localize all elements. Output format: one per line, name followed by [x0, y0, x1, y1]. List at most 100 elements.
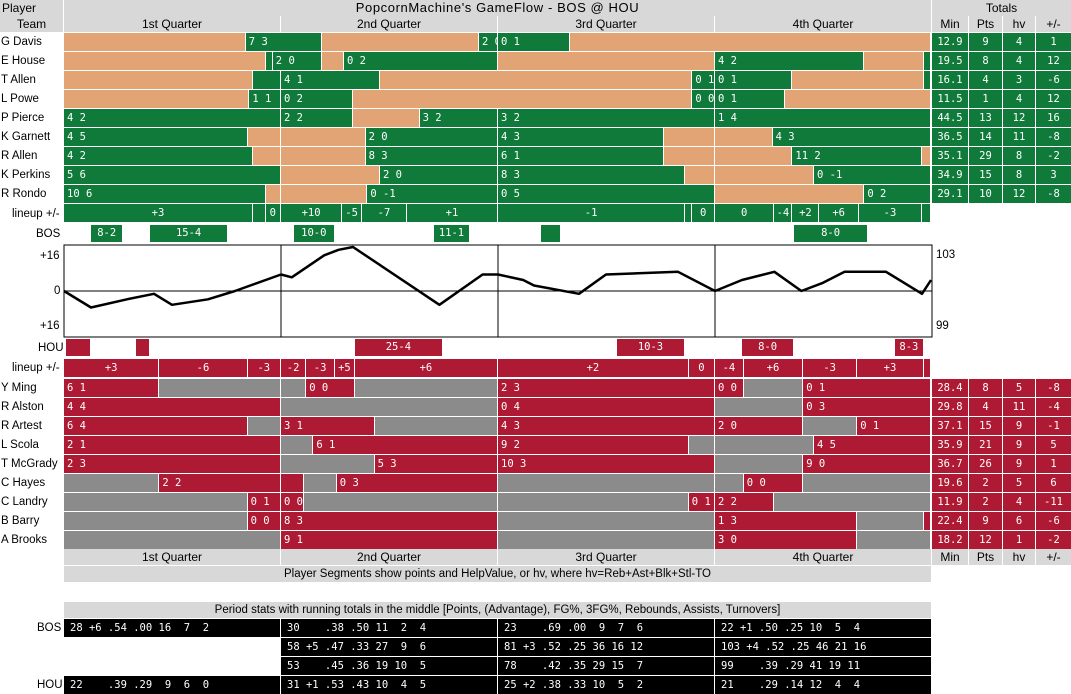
hou-player-segment: 0 1	[247, 493, 280, 511]
bos-lineup-segment: +10	[281, 204, 342, 222]
hou-run-box: 8-0	[742, 339, 794, 356]
hou-player-segment: 2 3	[498, 379, 714, 397]
stat-col-pts: Pts	[969, 16, 1002, 32]
hou-player-min: 37.1	[932, 417, 968, 435]
bos-player-segment: 0 -1	[367, 185, 497, 203]
flow-score-bottom: 99	[936, 320, 949, 332]
bos-player-segment: 2 0	[365, 128, 497, 146]
stat-col-hv: hv	[1003, 16, 1035, 32]
hou-player-segment	[743, 379, 803, 397]
flow-ylabel-zero: 0	[54, 285, 61, 297]
hou-player-segment: 4 5	[814, 436, 930, 454]
hou-player-segment: 4 3	[498, 417, 714, 435]
hou-player-segment	[247, 417, 280, 435]
bos-player-segment	[864, 52, 923, 70]
bos-player-segment	[715, 166, 813, 184]
quarter-footer-4: 4th Quarter	[715, 549, 931, 565]
hou-lineup-segment: +3	[857, 359, 923, 377]
period-stats-cell: 103 +4 .52 .25 46 21 16	[715, 638, 931, 656]
bos-lineup-segment: 0	[692, 204, 714, 222]
bos-player-segment: 10 6	[64, 185, 265, 203]
bos-player-segment: 4 3	[498, 128, 663, 146]
hou-lineup-segment: -3	[306, 359, 334, 377]
hou-player-pts: 4	[969, 398, 1002, 416]
bos-lineup-segment: -3	[859, 204, 921, 222]
hou-player-segment: 0 1	[857, 417, 930, 435]
hou-player-name: A Brooks	[1, 534, 48, 546]
bos-player-segment: 4 5	[64, 128, 247, 146]
quarter-footer-1: 1st Quarter	[64, 549, 280, 565]
bos-player-pm: 3	[1036, 166, 1071, 184]
bos-player-segment: 0 1	[692, 71, 714, 89]
hou-run-box	[136, 339, 150, 356]
hou-player-name: Y Ming	[1, 382, 37, 394]
bos-player-name: R Allen	[1, 150, 38, 162]
bos-player-hv: 3	[1003, 71, 1035, 89]
bos-player-pts: 8	[969, 52, 1002, 70]
bos-player-name: L Powe	[1, 93, 39, 105]
bos-player-segment	[281, 166, 379, 184]
hou-player-segment	[374, 417, 497, 435]
bos-run-box: 11-1	[434, 225, 469, 242]
bos-player-segment: 2 0	[380, 166, 497, 184]
bos-player-segment: 4 2	[715, 52, 864, 70]
bos-player-segment: 4 2	[64, 109, 280, 127]
bos-player-segment	[265, 52, 272, 70]
hou-player-segment	[281, 455, 374, 473]
hou-lineup-segment: -6	[159, 359, 247, 377]
bos-player-segment	[281, 147, 365, 165]
hou-player-min: 28.4	[932, 379, 968, 397]
period-stats-cell: 23 .69 .00 9 7 6	[498, 619, 714, 637]
hou-player-segment: 0 0	[306, 379, 354, 397]
bos-run-box: 10-0	[293, 225, 334, 242]
bos-lineup-segment: 0	[265, 204, 280, 222]
hou-player-segment: 2 2	[159, 474, 280, 492]
bos-lineup-segment: +3	[64, 204, 252, 222]
bos-player-segment	[265, 185, 280, 203]
hou-player-pts: 2	[969, 493, 1002, 511]
hou-runs-label: HOU	[38, 342, 64, 354]
hou-lineup-segment: -2	[281, 359, 306, 377]
hou-player-pm: -11	[1036, 493, 1071, 511]
bos-player-segment	[715, 185, 864, 203]
bos-player-min: 34.9	[932, 166, 968, 184]
bos-player-pts: 14	[969, 128, 1002, 146]
bos-player-segment	[685, 166, 714, 184]
hou-player-pts: 9	[969, 512, 1002, 530]
hou-player-pm: -1	[1036, 417, 1071, 435]
hou-player-name: B Barry	[1, 515, 40, 527]
hou-player-name: R Alston	[1, 401, 44, 413]
hou-player-pm: -6	[1036, 512, 1071, 530]
bos-player-pm: -8	[1036, 128, 1071, 146]
bos-player-segment	[353, 90, 692, 108]
hou-player-pm: -8	[1036, 379, 1071, 397]
bos-player-name: E House	[1, 55, 46, 67]
bos-run-box: 8-2	[91, 225, 123, 242]
period-stats-cell: 78 .42 .35 29 15 7	[498, 657, 714, 675]
bos-player-segment: 0 2	[864, 185, 930, 203]
hou-player-pm: 1	[1036, 455, 1071, 473]
bos-player-pts: 4	[969, 71, 1002, 89]
bos-player-segment	[253, 147, 280, 165]
bos-player-segment	[570, 33, 930, 51]
bos-player-segment: 0 2	[344, 52, 497, 70]
quarter-header-2: 2nd Quarter	[281, 16, 497, 32]
hou-lineup-segment: -4	[715, 359, 743, 377]
bos-player-hv: 4	[1003, 33, 1035, 51]
period-stats-cell: 30 .38 .50 11 2 4	[281, 619, 497, 637]
bos-player-pm: 12	[1036, 90, 1071, 108]
hou-player-segment: 2 1	[64, 436, 280, 454]
bos-player-segment: 2 0	[479, 33, 497, 51]
bos-player-name: K Garnett	[1, 131, 51, 143]
bos-player-segment: 0 1	[715, 90, 785, 108]
bos-player-segment: 8 3	[365, 147, 497, 165]
flow-score-top: 103	[936, 249, 956, 261]
hou-player-segment	[281, 474, 304, 492]
bos-player-pm: -6	[1036, 71, 1071, 89]
bos-player-segment	[64, 90, 249, 108]
hou-player-segment	[498, 474, 714, 492]
flow-ylabel-top: +16	[40, 250, 60, 262]
bos-player-name: T Allen	[1, 74, 36, 86]
hou-player-min: 18.2	[932, 531, 968, 549]
quarter-footer-2: 2nd Quarter	[281, 549, 497, 565]
